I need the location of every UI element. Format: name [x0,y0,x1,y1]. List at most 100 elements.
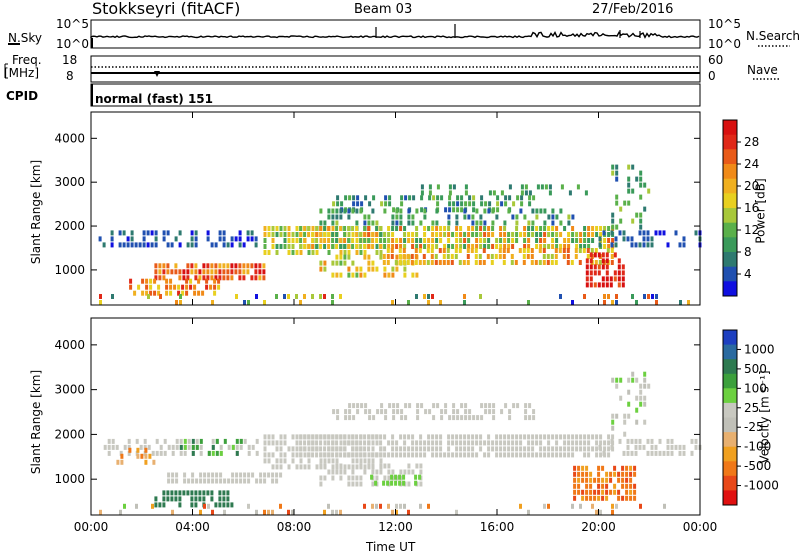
data-cell [323,463,327,469]
data-cell [190,230,194,236]
data-cell [613,252,617,258]
data-cell [380,201,384,207]
data-cell [411,238,415,243]
data-cell [179,300,182,305]
data-cell [343,244,347,249]
data-cell [439,440,443,446]
data-cell [579,503,582,509]
data-cell [633,495,637,501]
data-cell [363,503,366,509]
data-cell [591,238,595,243]
data-cell [666,450,670,456]
data-cell [567,214,571,220]
data-cell [597,282,601,288]
data-cell [380,409,384,415]
data-cell [626,236,630,242]
colorbar-tick-label: -100 [744,440,771,454]
data-cell [559,220,563,226]
data-cell [479,244,483,249]
data-cell [427,503,430,509]
data-cell [577,477,581,483]
data-cell [391,446,395,452]
data-cell [355,232,359,237]
data-cell [633,489,637,495]
data-cell [471,232,475,237]
data-cell [211,438,215,444]
data-cell [625,477,629,483]
data-cell [480,201,484,207]
data-cell [371,463,375,469]
data-cell [639,401,643,407]
data-cell [186,269,190,275]
data-cell [526,248,530,253]
data-cell [430,248,434,253]
data-cell [619,206,623,212]
data-cell [165,284,169,290]
data-cell [210,496,214,502]
data-cell [654,230,658,236]
data-cell [638,242,642,248]
data-cell [395,509,398,515]
data-cell [130,236,134,242]
data-cell [548,184,552,190]
data-cell [339,260,343,266]
data-cell [246,263,250,269]
data-cell [339,440,343,446]
data-cell [355,208,359,214]
data-cell [190,502,194,508]
data-cell [535,434,539,440]
data-cell [190,236,194,242]
data-cell [579,446,583,452]
data-cell [386,260,390,265]
data-cell [670,438,674,444]
data-cell [155,438,159,444]
data-cell [404,403,408,409]
data-cell [463,238,467,243]
data-cell [355,244,359,249]
x-axis-label: Time UT [366,540,416,554]
data-cell [459,452,463,458]
data-cell [609,477,613,483]
data-cell [519,446,523,452]
data-cell [455,434,459,440]
data-cell [183,444,187,450]
data-cell [464,403,468,409]
data-cell [495,244,499,249]
velocity-colorbar [722,329,741,506]
data-cell [371,458,375,464]
data-cell [159,450,163,456]
data-cell [291,238,295,243]
data-cell [515,214,519,220]
data-cell [323,475,327,481]
data-cell [476,415,480,421]
data-cell [639,170,643,176]
data-cell [287,250,291,255]
data-cell [371,238,375,243]
data-cell [291,458,295,464]
data-cell [177,290,181,296]
data-cell [279,446,283,452]
data-cell [634,444,638,450]
data-cell [331,475,335,481]
data-cell [307,458,311,464]
data-cell [639,176,643,182]
data-cell [423,226,427,231]
data-cell [363,446,367,452]
data-cell [99,300,102,305]
data-cell [395,220,399,226]
data-cell [154,263,158,269]
data-cell [508,415,512,421]
data-cell [551,232,555,237]
data-cell [571,238,575,243]
data-cell [567,220,571,226]
data-cell [611,224,615,230]
data-cell [422,254,426,259]
data-cell [583,238,587,243]
data-cell [503,440,507,446]
colorbar-tick-label: 500 [744,362,767,376]
data-cell [179,294,182,299]
data-cell [291,452,295,458]
data-cell [198,490,202,496]
data-cell [571,434,575,440]
data-cell [452,184,456,190]
